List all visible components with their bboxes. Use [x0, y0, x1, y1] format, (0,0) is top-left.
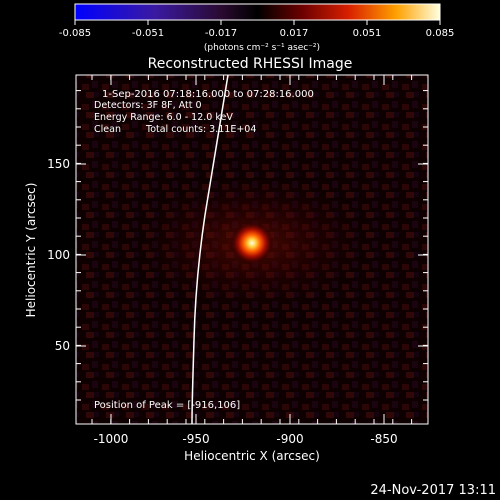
colorbar-tick-label: 0.085 [426, 28, 455, 39]
y-tick-label: 50 [55, 339, 70, 353]
info-energy: Energy Range: 6.0 - 12.0 keV [94, 112, 233, 123]
x-tick-label: -950 [182, 432, 209, 446]
source-blob [230, 221, 274, 265]
y-tick-label: 100 [47, 248, 70, 262]
colorbar-tick-label: 0.017 [280, 28, 309, 39]
colorbar-units: (photons cm⁻² s⁻¹ asec⁻²) [204, 43, 320, 53]
colorbar-tick-label: -0.017 [205, 28, 237, 39]
info-peak: Position of Peak = [-916,106] [94, 400, 240, 411]
x-tick-label: -1000 [94, 432, 129, 446]
plot-title: Reconstructed RHESSI Image [148, 56, 353, 72]
colorbar: -0.085 -0.051 -0.017 0.017 0.051 0.085 (… [59, 3, 455, 53]
timestamp: 24-Nov-2017 13:11 [370, 483, 496, 498]
colorbar-gradient [74, 3, 441, 21]
axis-ticks [76, 75, 428, 424]
info-time-range: 1-Sep-2016 07:18:16.000 to 07:28:16.000 [102, 89, 314, 100]
colorbar-tick-label: -0.051 [132, 28, 164, 39]
colorbar-ticks [74, 20, 441, 25]
colorbar-tick-label: 0.051 [353, 28, 382, 39]
solar-limb [191, 75, 229, 424]
x-tick-label: -900 [276, 432, 303, 446]
y-tick-label: 150 [47, 157, 70, 171]
x-tick-label: -850 [370, 432, 397, 446]
plot-frame [75, 74, 429, 425]
image-area [76, 75, 428, 424]
colorbar-tick-label: -0.085 [59, 28, 91, 39]
y-axis-label: Heliocentric Y (arcsec) [24, 183, 38, 318]
info-clean: Clean [94, 124, 121, 135]
info-detectors: Detectors: 3F 8F, Att 0 [94, 100, 202, 111]
x-axis-label: Heliocentric X (arcsec) [184, 449, 320, 463]
info-counts: Total counts: 3.11E+04 [145, 124, 256, 135]
